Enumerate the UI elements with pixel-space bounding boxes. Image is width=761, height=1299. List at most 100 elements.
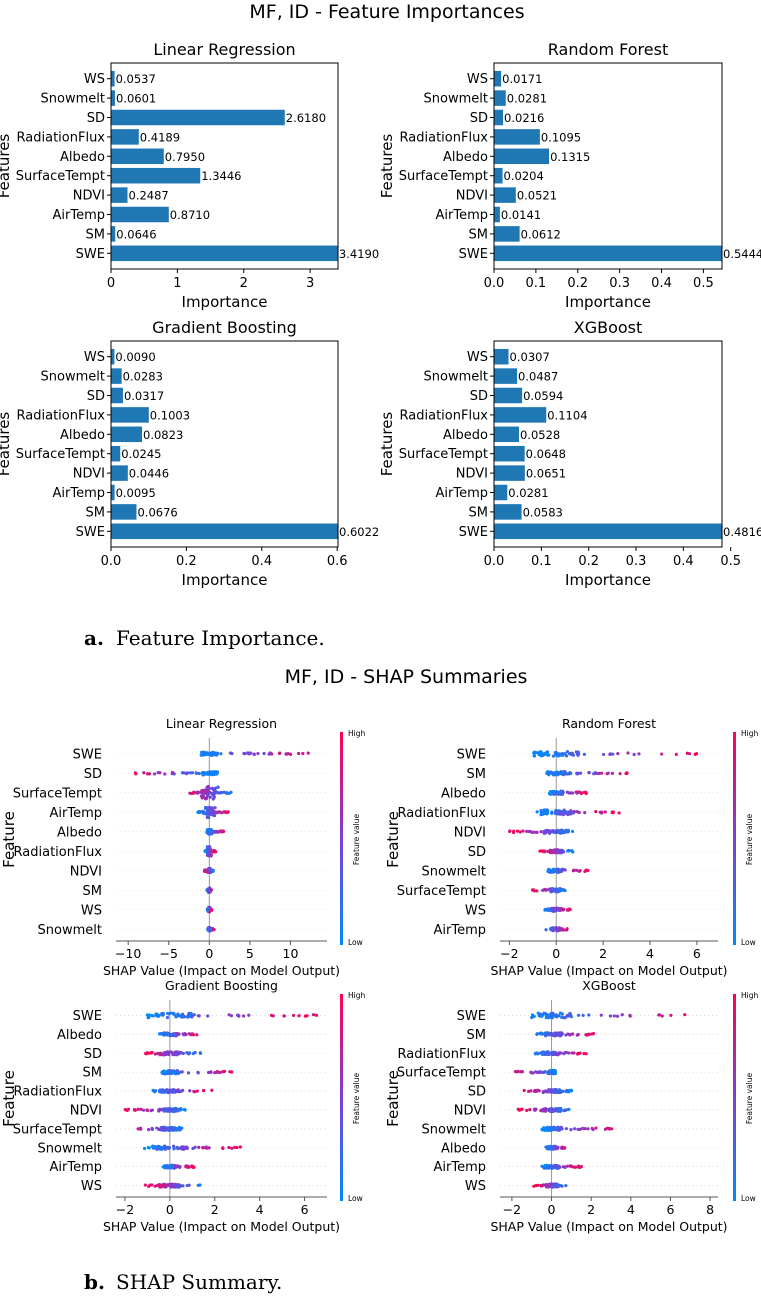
bar-value-label: 0.4816	[723, 525, 761, 539]
y-tick-label: Snowmelt	[424, 92, 488, 107]
shap-point	[547, 887, 551, 892]
shap-point	[187, 1183, 191, 1187]
x-tick-label: 0.6	[327, 554, 348, 569]
feature-label: RadiationFlux	[14, 845, 103, 860]
shap-point	[207, 828, 211, 832]
shap-point	[584, 1052, 588, 1056]
bar-sm	[494, 504, 522, 520]
shap-point	[533, 1051, 537, 1056]
bar-airtemp	[111, 206, 169, 223]
shap-point	[674, 752, 678, 757]
colorbar-title: Feature value	[745, 814, 754, 866]
shap-point	[578, 1051, 582, 1055]
shap-point	[580, 1126, 585, 1130]
shap-point	[583, 1126, 587, 1131]
shap-point	[233, 1145, 237, 1149]
bar-value-label: 0.5444	[723, 247, 761, 261]
shap-point	[185, 772, 189, 776]
colorbar-low-label: Low	[741, 1194, 756, 1203]
x-tick-label: −2	[500, 946, 518, 961]
shap-point	[575, 791, 579, 795]
shap-point	[552, 1184, 556, 1188]
shap-point	[190, 771, 195, 775]
feature-label: SM	[83, 884, 102, 899]
shap-point	[163, 1032, 167, 1036]
shap-point	[554, 1033, 558, 1037]
shap-point	[188, 791, 192, 795]
bar-value-label: 0.0528	[520, 428, 560, 442]
bar-value-label: 0.1315	[550, 150, 590, 164]
feature-label: RadiationFlux	[398, 806, 487, 821]
shap-point	[155, 1014, 159, 1018]
caption-a-text: Feature Importance.	[116, 626, 325, 650]
shap-point	[216, 830, 220, 834]
shap-point	[562, 1052, 566, 1056]
bar-value-label: 0.0487	[518, 370, 558, 384]
x-axis-label: Importance	[565, 293, 651, 311]
shap-point	[199, 794, 204, 798]
shap-point	[227, 1013, 231, 1017]
shap-point	[205, 845, 209, 849]
shap-point	[615, 1014, 620, 1018]
feature-label: RadiationFlux	[14, 1085, 103, 1100]
shap-point	[518, 830, 522, 834]
shap-point	[213, 1070, 217, 1075]
shap-point	[559, 792, 563, 796]
y-tick-label: Albedo	[443, 428, 488, 443]
shap-point	[567, 1051, 571, 1055]
bar-ndvi	[111, 465, 128, 481]
y-tick-label: SD	[470, 111, 488, 126]
shap-point	[196, 1071, 200, 1075]
colorbar-high-label: High	[348, 991, 365, 1000]
shap-point	[205, 752, 210, 756]
shap-point	[577, 869, 581, 873]
bar-value-label: 2.6180	[286, 111, 326, 125]
shap-point	[560, 1015, 564, 1020]
shap-point	[525, 829, 529, 833]
shap-point	[211, 787, 216, 792]
shap-point	[139, 1107, 143, 1112]
shap-point	[532, 754, 536, 758]
shap-point	[632, 752, 636, 757]
shap-point	[542, 1050, 546, 1054]
shap-point	[590, 1032, 594, 1036]
shap-point	[584, 791, 588, 796]
shap-point	[535, 1032, 539, 1036]
shap-point	[174, 1014, 178, 1019]
shap-point	[202, 1088, 206, 1093]
shap-point	[154, 1089, 158, 1093]
shap-point	[637, 752, 641, 756]
bar-value-label: 0.0245	[121, 447, 161, 461]
x-tick-label: 6	[666, 1202, 674, 1217]
shap-point	[211, 791, 215, 795]
shap-point	[268, 751, 273, 755]
bar-swe	[111, 245, 338, 262]
colorbar-title: Feature value	[352, 814, 361, 866]
y-axis-label: Features	[0, 134, 13, 199]
shap-point	[575, 772, 579, 776]
shap-point	[186, 1071, 191, 1075]
shap-point	[576, 1165, 580, 1169]
bar-surfacetempt	[494, 167, 503, 184]
shap-point	[565, 750, 570, 754]
shap-point	[555, 1183, 559, 1187]
y-axis-label: Feature	[384, 1070, 402, 1127]
shap-point	[193, 1090, 197, 1094]
shap-point	[147, 1013, 151, 1017]
shap-point	[211, 797, 215, 801]
figure-a-title: MF, ID - Feature Importances	[249, 1, 524, 23]
shap-point	[683, 1013, 687, 1017]
shap-point	[548, 1109, 552, 1113]
shap-point	[540, 812, 544, 816]
shap-point	[195, 1089, 199, 1093]
bar-airtemp	[111, 484, 115, 501]
shap-point	[578, 1127, 582, 1131]
shap-point	[262, 751, 266, 756]
bar-swe	[494, 523, 722, 540]
x-tick-label: 4	[256, 1202, 264, 1217]
shap-point	[181, 1184, 185, 1188]
shap-point	[557, 1108, 561, 1112]
shap-point	[564, 1127, 568, 1131]
shap-point	[306, 751, 310, 755]
shap-point	[552, 1088, 556, 1092]
